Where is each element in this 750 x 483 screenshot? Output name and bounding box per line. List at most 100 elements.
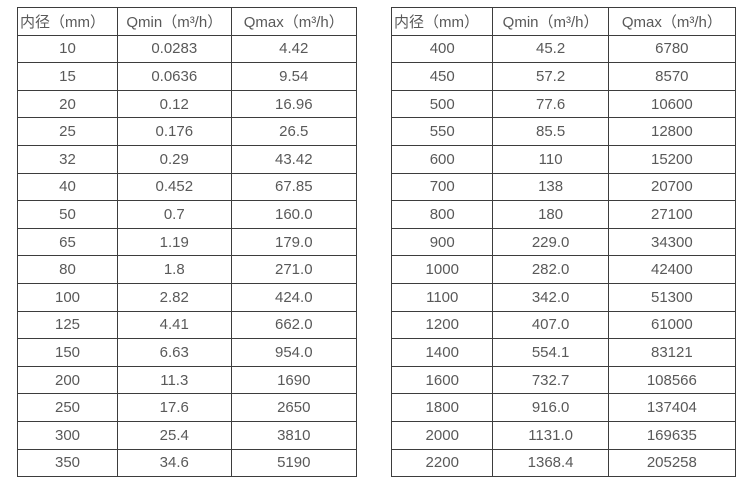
table-cell: 600 <box>390 144 494 174</box>
table-cell: 407.0 <box>492 310 609 340</box>
table-cell: 110 <box>492 144 609 174</box>
table-cell: 1200 <box>390 310 494 340</box>
table-cell: 138 <box>492 172 609 202</box>
table-row: 15 0.0636 9.54 <box>17 62 358 91</box>
header-row: 内径（mm） Qmin（m³/h） Qmax（m³/h） <box>17 7 358 36</box>
table-row: 900 229.0 34300 <box>390 227 737 257</box>
table-cell: 3810 <box>230 420 358 450</box>
table-cell: 25.4 <box>117 420 232 450</box>
table-cell: 42400 <box>607 255 737 284</box>
table-cell: 6780 <box>607 34 737 64</box>
table-row: 1100 342.0 51300 <box>390 282 737 312</box>
table-cell: 300 <box>17 420 118 450</box>
table-cell: 554.1 <box>492 338 609 367</box>
table-row: 200 11.3 1690 <box>17 365 358 395</box>
table-row: 50 0.7 160.0 <box>17 200 358 229</box>
table-cell: 6.63 <box>117 338 232 367</box>
table-cell: 77.6 <box>492 89 609 119</box>
table-cell: 12800 <box>607 117 737 146</box>
table-cell: 0.0283 <box>117 34 232 64</box>
table-row: 450 57.2 8570 <box>390 62 737 91</box>
table-cell: 25 <box>17 117 118 146</box>
table-cell: 27100 <box>607 200 737 229</box>
table-row: 100 2.82 424.0 <box>17 282 358 312</box>
table-cell: 150 <box>17 338 118 367</box>
flow-spec-table-small-diameters: 内径（mm） Qmin（m³/h） Qmax（m³/h） 10 0.0283 4.42 1… <box>17 7 358 478</box>
table-cell: 169635 <box>607 420 737 450</box>
table-cell: 180 <box>492 200 609 229</box>
table-cell: 34300 <box>607 227 737 257</box>
table-cell: 100 <box>17 282 118 312</box>
header-cell: Qmin（m³/h） <box>492 7 609 36</box>
table-cell: 15200 <box>607 144 737 174</box>
table-cell: 1368.4 <box>492 448 609 478</box>
table-cell: 700 <box>390 172 494 202</box>
table-cell: 32 <box>17 144 118 174</box>
table-row: 1200 407.0 61000 <box>390 310 737 340</box>
table-row: 80 1.8 271.0 <box>17 255 358 284</box>
table-cell: 662.0 <box>230 310 358 340</box>
table-cell: 179.0 <box>230 227 358 257</box>
table-row: 25 0.176 26.5 <box>17 117 358 146</box>
table-cell: 67.85 <box>230 172 358 202</box>
table-cell: 160.0 <box>230 200 358 229</box>
table-cell: 57.2 <box>492 62 609 91</box>
table-cell: 500 <box>390 89 494 119</box>
table-cell: 2200 <box>390 448 494 478</box>
header-row: 内径（mm） Qmin（m³/h） Qmax（m³/h） <box>390 7 737 36</box>
table-cell: 4.42 <box>230 34 358 64</box>
table-cell: 80 <box>17 255 118 284</box>
header-cell: 内径（mm） <box>390 7 494 36</box>
table-cell: 282.0 <box>492 255 609 284</box>
table-cell: 50 <box>17 200 118 229</box>
table-cell: 83121 <box>607 338 737 367</box>
table-cell: 550 <box>390 117 494 146</box>
table-cell: 51300 <box>607 282 737 312</box>
table-cell: 400 <box>390 34 494 64</box>
table-row: 500 77.6 10600 <box>390 89 737 119</box>
table-cell: 20700 <box>607 172 737 202</box>
table-row: 40 0.452 67.85 <box>17 172 358 202</box>
table-cell: 0.7 <box>117 200 232 229</box>
table-cell: 40 <box>17 172 118 202</box>
table-row: 600 110 15200 <box>390 144 737 174</box>
table-row: 65 1.19 179.0 <box>17 227 358 257</box>
table-row: 1800 916.0 137404 <box>390 393 737 422</box>
table-cell: 108566 <box>607 365 737 395</box>
table-cell: 1000 <box>390 255 494 284</box>
table-row: 1400 554.1 83121 <box>390 338 737 367</box>
table-row: 300 25.4 3810 <box>17 420 358 450</box>
table-cell: 0.12 <box>117 89 232 119</box>
table-cell: 61000 <box>607 310 737 340</box>
table-row: 550 85.5 12800 <box>390 117 737 146</box>
table-cell: 1600 <box>390 365 494 395</box>
table-cell: 26.5 <box>230 117 358 146</box>
table-cell: 0.0636 <box>117 62 232 91</box>
table-row: 1600 732.7 108566 <box>390 365 737 395</box>
table-cell: 205258 <box>607 448 737 478</box>
table-cell: 900 <box>390 227 494 257</box>
table-cell: 0.176 <box>117 117 232 146</box>
table-cell: 424.0 <box>230 282 358 312</box>
table-cell: 125 <box>17 310 118 340</box>
table-cell: 450 <box>390 62 494 91</box>
table-row: 700 138 20700 <box>390 172 737 202</box>
table-cell: 9.54 <box>230 62 358 91</box>
table-cell: 85.5 <box>492 117 609 146</box>
table-cell: 1100 <box>390 282 494 312</box>
table-cell: 1690 <box>230 365 358 395</box>
table-cell: 15 <box>17 62 118 91</box>
table-row: 10 0.0283 4.42 <box>17 34 358 64</box>
table-cell: 17.6 <box>117 393 232 422</box>
table-row: 20 0.12 16.96 <box>17 89 358 119</box>
table-cell: 16.96 <box>230 89 358 119</box>
header-cell: Qmin（m³/h） <box>117 7 232 36</box>
table-cell: 20 <box>17 89 118 119</box>
header-cell: Qmax（m³/h） <box>607 7 737 36</box>
header-cell: Qmax（m³/h） <box>230 7 358 36</box>
header-cell: 内径（mm） <box>17 7 118 36</box>
table-row: 2200 1368.4 205258 <box>390 448 737 478</box>
table-cell: 800 <box>390 200 494 229</box>
table-cell: 2650 <box>230 393 358 422</box>
table-cell: 1.8 <box>117 255 232 284</box>
